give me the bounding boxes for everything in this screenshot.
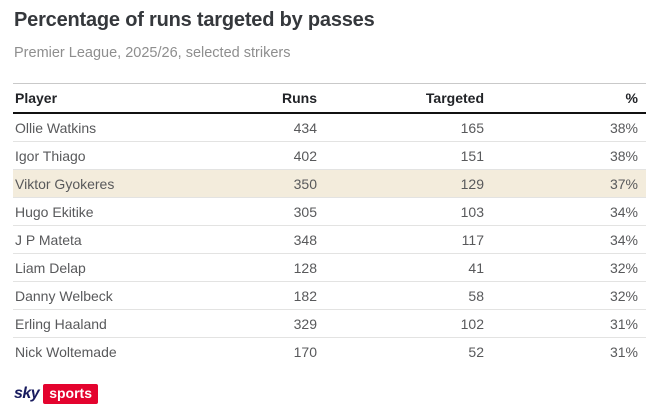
- percent-cell: 37%: [609, 175, 638, 192]
- table-row: Danny Welbeck 182 58 32%: [13, 282, 646, 310]
- percent-cell: 34%: [609, 203, 638, 220]
- column-header-player: Player: [15, 90, 58, 106]
- table-header: Player Runs Targeted %: [13, 83, 646, 113]
- table-header-row: Player Runs Targeted %: [13, 83, 646, 113]
- player-name-cell: Igor Thiago: [15, 147, 86, 164]
- column-header-percent: %: [625, 90, 638, 106]
- stats-graphic: Percentage of runs targeted by passes Pr…: [13, 9, 646, 365]
- targeted-cell: 103: [460, 203, 484, 220]
- page-subtitle: Premier League, 2025/26, selected strike…: [14, 45, 291, 61]
- table-row: Igor Thiago 402 151 38%: [13, 142, 646, 170]
- player-name-cell: Hugo Ekitike: [15, 203, 94, 220]
- targeted-cell: 165: [460, 119, 484, 136]
- player-name-cell: Liam Delap: [15, 259, 86, 276]
- targeted-cell: 117: [461, 231, 484, 248]
- table-row: J P Mateta 348 117 34%: [13, 226, 646, 254]
- runs-cell: 329: [293, 315, 317, 332]
- sky-sports-logo: sky sports: [14, 384, 98, 404]
- table-row: Viktor Gyokeres 350 129 37%: [13, 169, 646, 198]
- player-name-cell: J P Mateta: [15, 231, 82, 248]
- targeted-cell: 151: [460, 147, 484, 164]
- column-header-runs: Runs: [282, 90, 317, 106]
- table-row: Ollie Watkins 434 165 38%: [13, 113, 646, 142]
- runs-cell: 402: [293, 147, 317, 164]
- percent-cell: 32%: [609, 287, 638, 304]
- player-name-cell: Ollie Watkins: [15, 119, 97, 136]
- table-row: Hugo Ekitike 305 103 34%: [13, 198, 646, 226]
- percent-cell: 32%: [609, 259, 638, 276]
- runs-cell: 350: [293, 175, 317, 192]
- percent-cell: 38%: [609, 119, 638, 136]
- percent-cell: 31%: [609, 315, 638, 332]
- targeted-cell: 58: [468, 287, 484, 304]
- targeted-cell: 52: [468, 343, 484, 360]
- runs-cell: 170: [293, 343, 317, 360]
- column-header-targeted: Targeted: [425, 90, 484, 106]
- table-row: Nick Woltemade 170 52 31%: [13, 338, 646, 366]
- table-body: Ollie Watkins 434 165 38% Igor Thiago 40…: [13, 113, 646, 365]
- percent-cell: 38%: [609, 147, 638, 164]
- percent-cell: 34%: [609, 231, 638, 248]
- runs-cell: 305: [293, 203, 317, 220]
- sky-logo-text: sky: [14, 385, 40, 402]
- targeted-cell: 41: [468, 259, 484, 276]
- runs-cell: 128: [293, 259, 317, 276]
- stats-table: Player Runs Targeted % Ollie Watkins 434…: [13, 83, 646, 365]
- page-title: Percentage of runs targeted by passes: [14, 9, 375, 31]
- runs-cell: 434: [293, 119, 317, 136]
- percent-cell: 31%: [609, 343, 638, 360]
- sports-logo-badge: sports: [43, 384, 98, 404]
- table-row: Erling Haaland 329 102 31%: [13, 310, 646, 338]
- runs-cell: 182: [293, 287, 317, 304]
- player-name-cell: Erling Haaland: [15, 315, 107, 332]
- table-row: Liam Delap 128 41 32%: [13, 254, 646, 282]
- runs-cell: 348: [293, 231, 317, 248]
- targeted-cell: 102: [460, 315, 484, 332]
- player-name-cell: Viktor Gyokeres: [15, 175, 115, 192]
- targeted-cell: 129: [460, 175, 484, 192]
- player-name-cell: Danny Welbeck: [15, 287, 113, 304]
- player-name-cell: Nick Woltemade: [15, 343, 117, 360]
